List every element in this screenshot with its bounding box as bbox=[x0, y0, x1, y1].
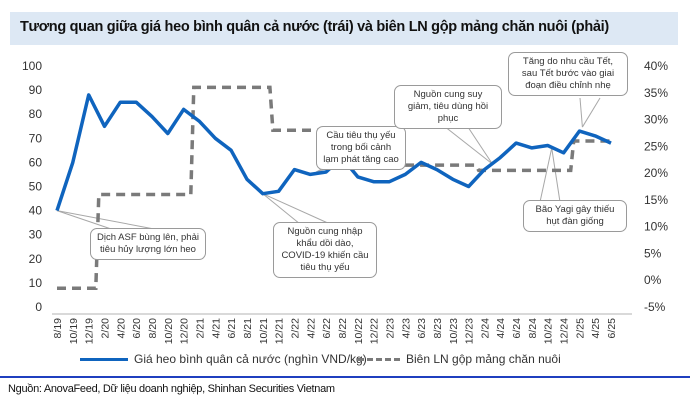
x-tick-label: 2/22 bbox=[289, 318, 301, 339]
x-tick-label: 4/22 bbox=[305, 318, 317, 339]
x-tick-label: 12/20 bbox=[179, 318, 191, 344]
x-tick-label: 12/23 bbox=[464, 318, 476, 344]
title-bar: Tương quan giữa giá heo bình quân cả nướ… bbox=[10, 12, 678, 45]
x-tick-label: 12/24 bbox=[559, 318, 571, 344]
callout-tet: Tăng do nhu cầu Tết, sau Tết bước vào gi… bbox=[508, 52, 628, 96]
left-tick-label: 40 bbox=[29, 204, 43, 218]
right-tick-label: 20% bbox=[644, 166, 668, 180]
x-tick-label: 2/21 bbox=[194, 318, 206, 339]
left-tick-label: 90 bbox=[29, 83, 43, 97]
right-tick-label: 40% bbox=[644, 59, 668, 73]
callout-asf: Dịch ASF bùng lên, phải tiêu hủy lượng l… bbox=[90, 228, 206, 260]
x-tick-label: 8/23 bbox=[432, 318, 444, 339]
left-tick-label: 0 bbox=[35, 300, 42, 314]
right-tick-label: -5% bbox=[644, 300, 666, 314]
x-axis: 8/19 10/19 12/19 2/20 4/20 6/20 8/20 10/20 12/20… bbox=[52, 318, 618, 344]
x-tick-label: 4/21 bbox=[210, 318, 222, 339]
x-tick-label: 8/22 bbox=[337, 318, 349, 339]
callout-inflation: Cầu tiêu thụ yếu trong bối cảnh lạm phát… bbox=[316, 126, 406, 170]
callout-pointer-line bbox=[262, 193, 301, 225]
x-tick-label: 4/23 bbox=[400, 318, 412, 339]
right-tick-label: 5% bbox=[644, 246, 662, 260]
x-tick-label: 4/20 bbox=[115, 318, 127, 339]
x-tick-label: 2/20 bbox=[99, 318, 111, 339]
right-tick-label: 35% bbox=[644, 86, 668, 100]
right-tick-label: 0% bbox=[644, 273, 662, 287]
x-tick-label: 6/20 bbox=[131, 318, 143, 339]
x-tick-label: 6/24 bbox=[511, 318, 523, 339]
callout-pointer-line bbox=[551, 147, 561, 203]
x-tick-label: 6/22 bbox=[321, 318, 333, 339]
x-tick-label: 8/21 bbox=[242, 318, 254, 339]
callout-pointer-line bbox=[262, 193, 331, 225]
legend-label-margin: Biên LN gộp mảng chăn nuôi bbox=[406, 352, 561, 366]
x-tick-label: 10/21 bbox=[258, 318, 270, 344]
x-tick-label: 6/23 bbox=[416, 318, 428, 339]
x-tick-label: 2/25 bbox=[574, 318, 586, 339]
x-tick-label: 6/25 bbox=[606, 318, 618, 339]
x-tick-label: 4/24 bbox=[495, 318, 507, 339]
chart-title: Tương quan giữa giá heo bình quân cả nướ… bbox=[20, 19, 609, 35]
right-axis: -5% 0% 5% 10% 15% 20% 25% 30% 35% 40% bbox=[644, 59, 668, 314]
left-tick-label: 70 bbox=[29, 131, 43, 145]
x-tick-label: 8/24 bbox=[527, 318, 539, 339]
left-tick-label: 50 bbox=[29, 180, 43, 194]
left-tick-label: 100 bbox=[22, 59, 42, 73]
legend-item-price: Giá heo bình quân cả nước (nghìn VND/kg) bbox=[80, 352, 367, 366]
callout-supply: Nguồn cung suy giảm, tiêu dùng hồi phục bbox=[394, 85, 502, 129]
callout-covid: Nguồn cung nhập khẩu dồi dào, COVID-19 k… bbox=[273, 222, 377, 278]
source-divider bbox=[0, 376, 690, 378]
callout-pointer-line bbox=[579, 97, 583, 128]
left-tick-label: 10 bbox=[29, 276, 43, 290]
legend-item-margin: Biên LN gộp mảng chăn nuôi bbox=[358, 352, 561, 366]
x-tick-label: 10/20 bbox=[163, 318, 175, 344]
x-tick-label: 8/20 bbox=[147, 318, 159, 339]
legend: Giá heo bình quân cả nước (nghìn VND/kg)… bbox=[0, 352, 690, 370]
left-tick-label: 80 bbox=[29, 107, 43, 121]
x-tick-label: 2/23 bbox=[384, 318, 396, 339]
margin-series-line bbox=[57, 85, 611, 291]
x-tick-label: 10/24 bbox=[543, 318, 555, 344]
left-tick-label: 60 bbox=[29, 155, 43, 169]
x-tick-label: 12/22 bbox=[369, 318, 381, 344]
left-axis: 0 10 20 30 40 50 60 70 80 90 100 bbox=[22, 59, 42, 314]
callout-pointer-line bbox=[581, 97, 601, 128]
x-tick-label: 4/25 bbox=[590, 318, 602, 339]
right-tick-label: 10% bbox=[644, 220, 668, 234]
x-tick-label: 12/19 bbox=[84, 318, 96, 344]
right-tick-label: 15% bbox=[644, 193, 668, 207]
legend-label-price: Giá heo bình quân cả nước (nghìn VND/kg) bbox=[134, 352, 367, 366]
dashed-line-swatch-icon bbox=[358, 357, 400, 361]
source-note: Nguồn: AnovaFeed, Dữ liệu doanh nghiệp, … bbox=[8, 383, 335, 395]
x-tick-label: 6/21 bbox=[226, 318, 238, 339]
right-tick-label: 25% bbox=[644, 139, 668, 153]
x-tick-label: 2/24 bbox=[479, 318, 491, 339]
right-tick-label: 30% bbox=[644, 113, 668, 127]
left-tick-label: 30 bbox=[29, 228, 43, 242]
x-tick-label: 10/23 bbox=[448, 318, 460, 344]
solid-line-swatch-icon bbox=[80, 357, 128, 361]
left-tick-label: 20 bbox=[29, 252, 43, 266]
x-tick-label: 8/19 bbox=[52, 318, 64, 339]
x-tick-label: 10/22 bbox=[353, 318, 365, 344]
callout-pointer-line bbox=[539, 147, 553, 203]
callout-yagi: Bão Yagi gây thiếu hụt đàn giống bbox=[523, 200, 627, 232]
x-tick-label: 12/21 bbox=[274, 318, 286, 344]
x-tick-label: 10/19 bbox=[68, 318, 80, 344]
